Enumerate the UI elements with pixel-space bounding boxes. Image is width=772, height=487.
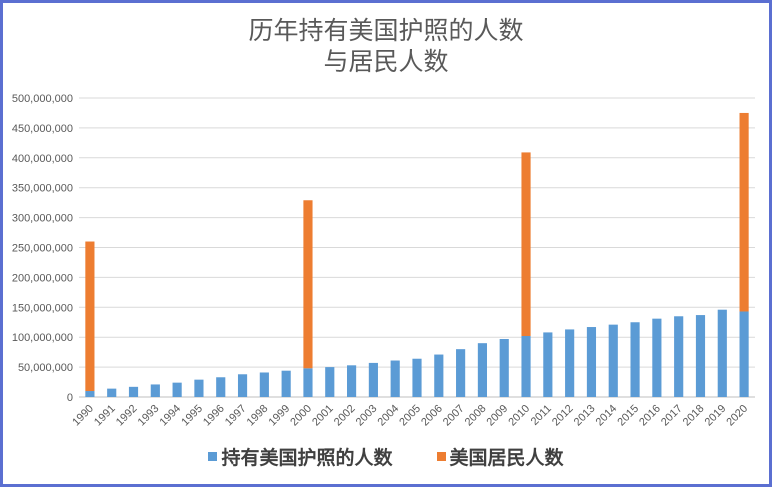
x-tick-label: 2008	[463, 403, 489, 429]
x-tick-label: 2016	[637, 403, 663, 429]
y-tick-label: 300,000,000	[12, 213, 73, 225]
bar-passport	[652, 318, 662, 397]
x-axis: 1990199119921993199419951996199719981999…	[70, 403, 750, 429]
x-tick-label: 1998	[245, 403, 271, 429]
bar-passport	[107, 388, 117, 397]
bar-passport	[717, 309, 727, 397]
bar-passport	[695, 315, 706, 397]
x-tick-label: 1994	[157, 403, 183, 429]
legend: 持有美国护照的人数 美国居民人数	[3, 443, 769, 470]
x-tick-label: 2007	[441, 403, 467, 429]
bar-passport	[128, 386, 139, 397]
bar-passport	[368, 362, 378, 397]
bar-passport	[586, 327, 597, 397]
bar-passport	[674, 316, 684, 397]
y-tick-label: 100,000,000	[12, 332, 73, 344]
x-tick-label: 2019	[703, 403, 729, 429]
x-tick-label: 2001	[310, 403, 336, 429]
x-tick-label: 2000	[288, 403, 314, 429]
bar-passport	[608, 324, 618, 397]
x-tick-label: 1996	[201, 403, 227, 429]
x-tick-label: 2002	[332, 403, 358, 429]
chart-title: 历年持有美国护照的人数 与居民人数	[3, 15, 769, 77]
bar-passport	[412, 358, 422, 397]
bar-passport	[739, 311, 749, 397]
bar-passport	[150, 384, 160, 397]
y-tick-label: 350,000,000	[12, 183, 73, 195]
chart-title-line-2: 与居民人数	[323, 47, 449, 76]
x-tick-label: 2010	[506, 403, 532, 429]
bar-chart: 0 50,000,000 100,000,000 150,000,000 200,000…	[12, 93, 755, 429]
x-tick-label: 2014	[594, 403, 620, 429]
y-tick-label: 200,000,000	[12, 272, 73, 284]
x-tick-label: 1993	[136, 403, 162, 429]
y-tick-label: 50,000,000	[18, 362, 73, 374]
bar-passport	[434, 354, 444, 397]
y-tick-label: 400,000,000	[12, 153, 73, 165]
bar-residents	[303, 200, 313, 369]
bar-passport	[565, 329, 575, 397]
bar-residents	[739, 112, 749, 312]
y-axis: 0 50,000,000 100,000,000 150,000,000 200,000…	[12, 93, 73, 404]
x-tick-label: 1999	[266, 403, 292, 429]
x-tick-label: 1991	[92, 403, 118, 429]
x-tick-label: 2015	[615, 403, 641, 429]
bar-residents	[521, 152, 531, 337]
bar-passport	[259, 372, 269, 397]
bar-passport	[456, 349, 466, 397]
y-tick-label: 0	[67, 392, 73, 404]
x-tick-label: 1990	[70, 403, 96, 429]
legend-item-passport: 持有美国护照的人数	[208, 443, 393, 470]
bar-passport	[630, 322, 640, 397]
bar-passport	[543, 332, 553, 397]
x-tick-label: 2012	[550, 403, 576, 429]
bar-passport	[85, 391, 95, 397]
y-tick-label: 500,000,000	[12, 93, 73, 105]
x-tick-label: 1997	[223, 403, 249, 429]
bar-passport	[172, 382, 182, 397]
bar-passport	[303, 368, 313, 397]
y-tick-label: 250,000,000	[12, 243, 73, 255]
bar-passport	[347, 365, 357, 397]
bar-passport	[521, 336, 531, 397]
legend-swatch-orange	[436, 452, 446, 461]
bar-passport	[390, 360, 400, 397]
legend-item-residents: 美国居民人数	[436, 443, 564, 470]
x-tick-label: 2017	[659, 403, 685, 429]
bar-passport	[325, 367, 335, 397]
x-tick-label: 1995	[179, 403, 205, 429]
bar-passport	[281, 370, 291, 397]
bar-passport	[477, 343, 487, 397]
x-tick-label: 2005	[397, 403, 423, 429]
bar-passport	[194, 379, 204, 397]
x-tick-label: 2004	[376, 403, 402, 429]
legend-label-residents: 美国居民人数	[449, 447, 564, 469]
legend-label-passport: 持有美国护照的人数	[221, 447, 393, 469]
x-tick-label: 2006	[419, 403, 445, 429]
gridlines	[79, 97, 755, 398]
bars	[85, 112, 749, 397]
chart-title-line-1: 历年持有美国护照的人数	[248, 16, 524, 45]
x-tick-label: 2009	[485, 403, 511, 429]
bar-residents	[85, 241, 95, 392]
x-tick-label: 2020	[724, 403, 750, 429]
y-tick-label: 450,000,000	[12, 123, 73, 135]
legend-swatch-blue	[208, 452, 218, 461]
x-tick-label: 2018	[681, 403, 707, 429]
bar-passport	[216, 377, 226, 397]
x-tick-label: 2011	[529, 403, 554, 428]
x-tick-label: 2003	[354, 403, 380, 429]
x-tick-label: 2013	[572, 403, 598, 429]
y-tick-label: 150,000,000	[12, 302, 73, 314]
bar-passport	[237, 374, 248, 397]
x-tick-label: 1992	[114, 403, 140, 429]
bar-passport	[499, 338, 509, 397]
